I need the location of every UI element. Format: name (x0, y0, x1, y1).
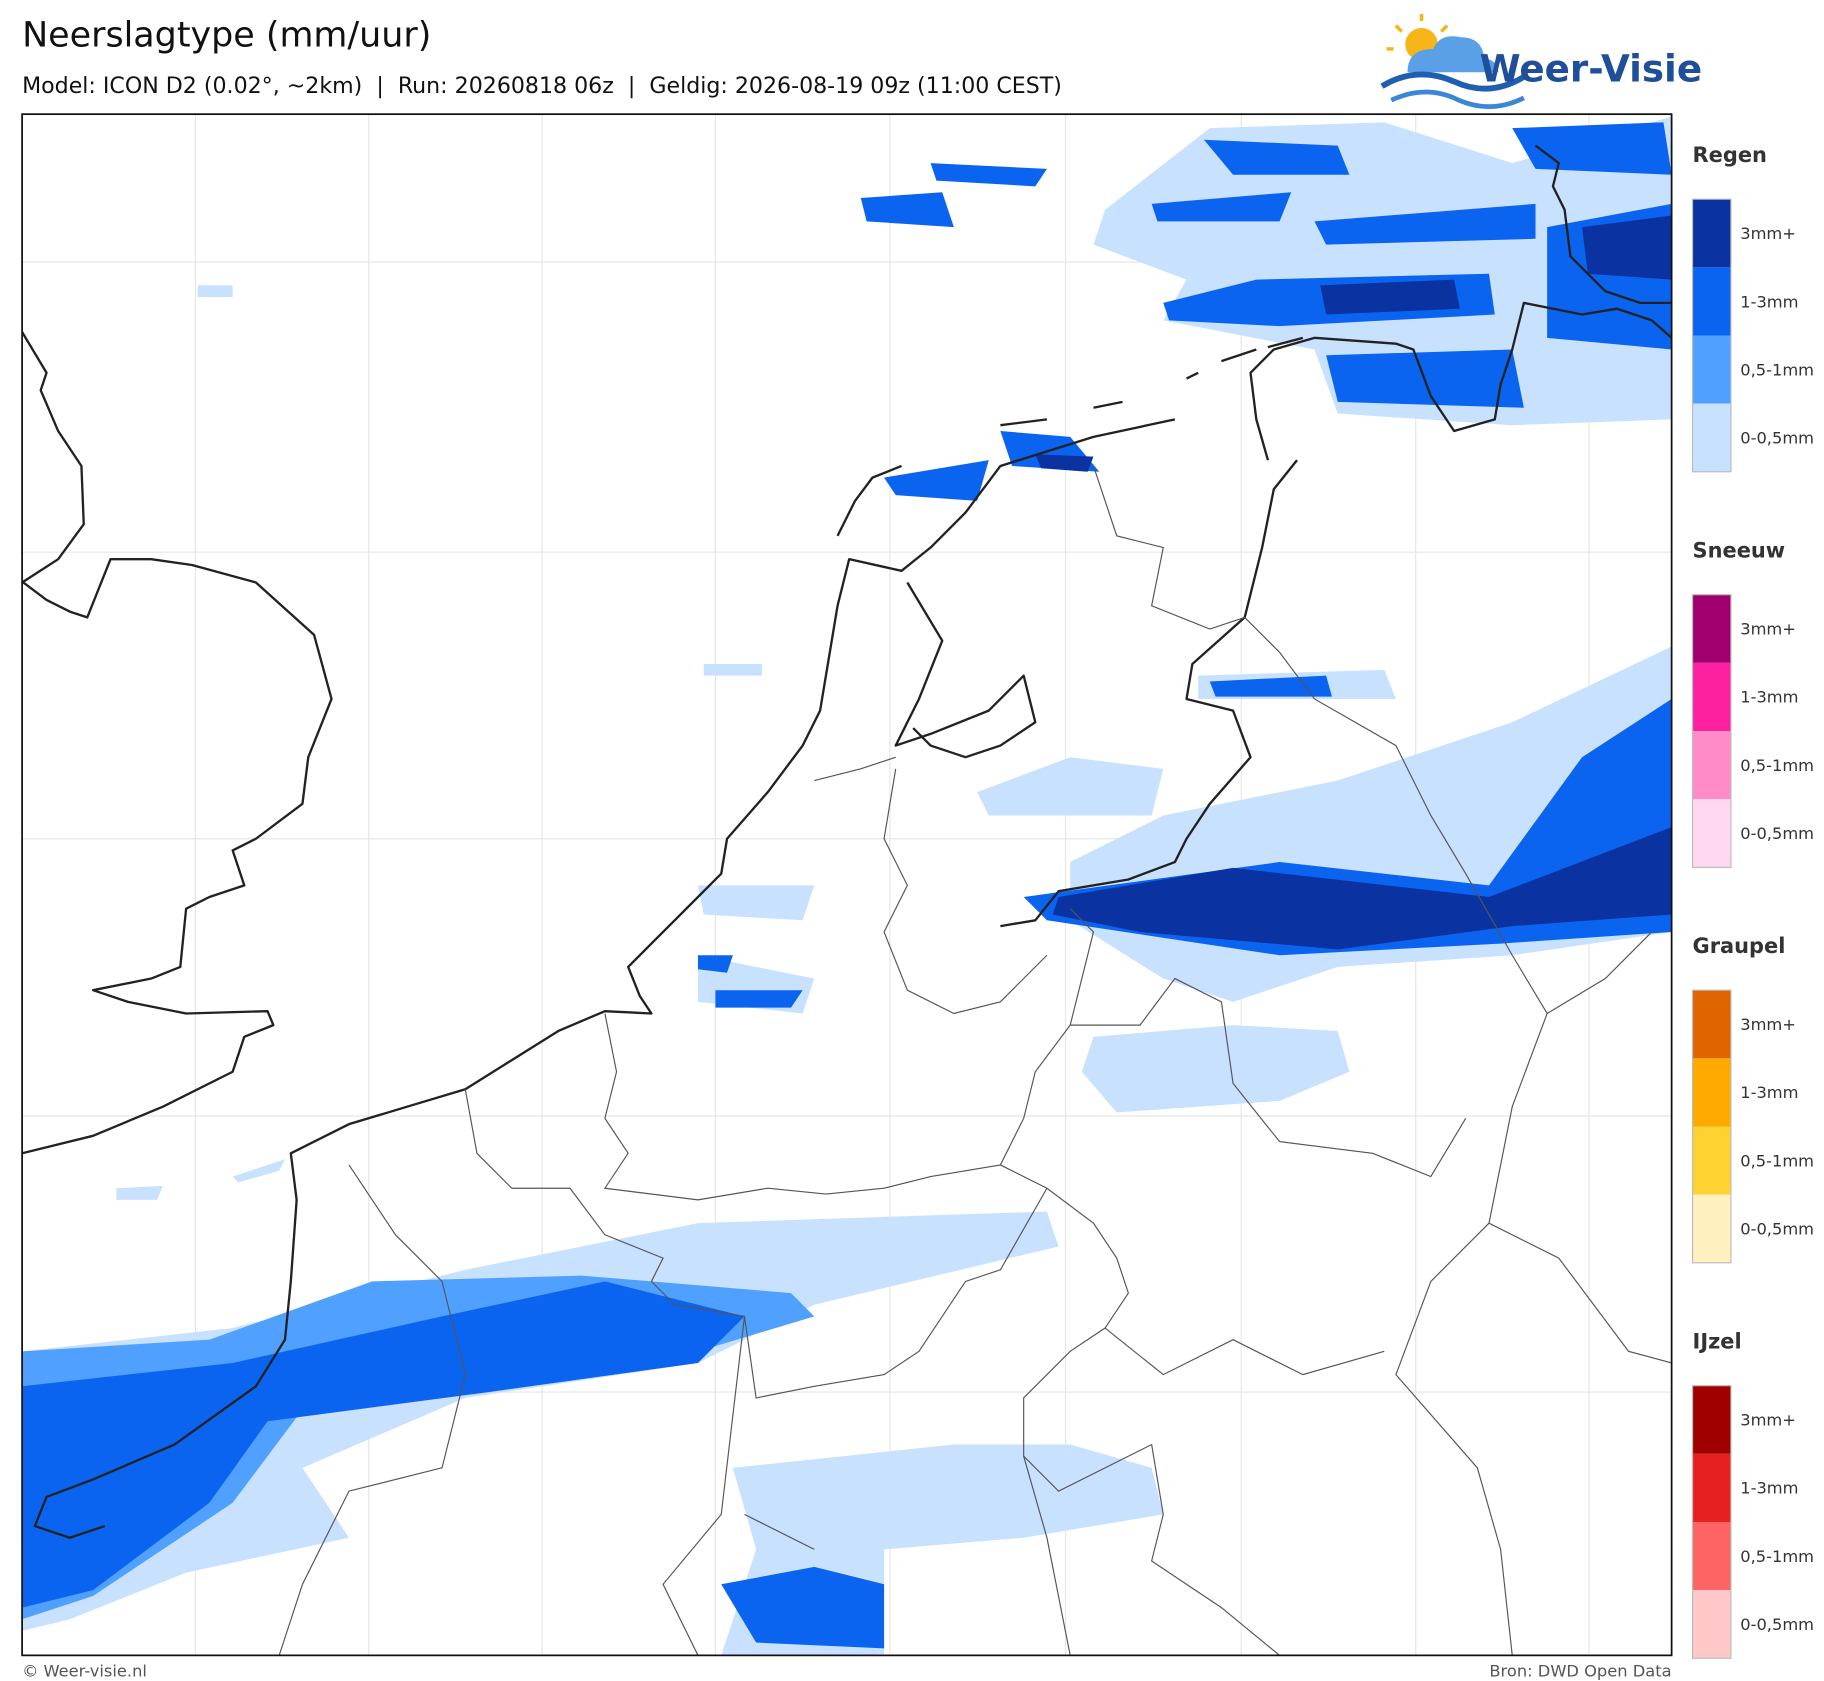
logo-text: Weer-Visie (1480, 47, 1702, 91)
borders (278, 465, 1672, 1656)
legend-label: 0-0,5mm (1740, 1615, 1814, 1634)
precipitation (22, 116, 1672, 1656)
footer-copyright: © Weer-visie.nl (22, 1661, 147, 1680)
legend-label: 3mm+ (1740, 1411, 1796, 1430)
legend: Regen 3mm+ 1-3mm 0,5-1mm 0-0,5mm Sneeuw 3mm+ 1-… (1691, 143, 1814, 1659)
legend-swatch (1692, 1453, 1731, 1522)
legend-swatch (1692, 267, 1731, 336)
legend-label: 3mm+ (1740, 1015, 1796, 1034)
legend-label: 3mm+ (1740, 620, 1796, 639)
legend-swatch (1692, 1058, 1731, 1127)
legend-swatch (1692, 1590, 1731, 1659)
legend-label: 0,5-1mm (1740, 1151, 1814, 1170)
legend-label: 0-0,5mm (1740, 824, 1814, 843)
legend-swatch (1692, 335, 1731, 404)
legend-label: 1-3mm (1740, 688, 1798, 707)
logo: Weer-Visie (1380, 13, 1702, 109)
legend-label: 0,5-1mm (1740, 756, 1814, 775)
legend-swatch (1692, 990, 1731, 1059)
legend-swatch (1692, 199, 1731, 268)
legend-swatch-frame (1691, 198, 1732, 473)
legend-section-title: IJzel (1693, 1329, 1742, 1353)
legend-label: 0,5-1mm (1740, 1547, 1814, 1566)
legend-label: 0-0,5mm (1740, 429, 1814, 448)
legend-label: 1-3mm (1740, 1479, 1798, 1498)
legend-swatch-frame (1691, 989, 1732, 1264)
legend-swatch (1692, 1385, 1731, 1454)
legend-section-title: Sneeuw (1693, 538, 1786, 562)
legend-swatch (1692, 1521, 1731, 1591)
legend-section-title: Graupel (1693, 934, 1786, 958)
legend-swatch (1692, 1126, 1731, 1195)
footer-source: Bron: DWD Open Data (1489, 1661, 1671, 1680)
legend-swatch (1692, 403, 1731, 472)
legend-label: 0-0,5mm (1740, 1220, 1814, 1239)
legend-swatch (1692, 594, 1731, 663)
map-title: Neerslagtype (mm/uur) (22, 16, 431, 56)
legend-label: 1-3mm (1740, 292, 1798, 311)
legend-swatch (1692, 1194, 1731, 1263)
legend-swatch-frame (1691, 594, 1732, 868)
map-frame (21, 113, 1673, 1657)
legend-label: 1-3mm (1740, 1083, 1798, 1102)
legend-swatch (1692, 730, 1731, 800)
coastlines (22, 144, 1672, 1539)
legend-swatch-frame (1691, 1385, 1732, 1659)
legend-swatch (1692, 662, 1731, 731)
legend-label: 3mm+ (1740, 224, 1796, 243)
legend-section-title: Regen (1693, 143, 1767, 167)
legend-label: 0,5-1mm (1740, 360, 1814, 379)
legend-swatch (1692, 799, 1731, 868)
map-subtitle: Model: ICON D2 (0.02°, ~2km) | Run: 2026… (22, 73, 1062, 99)
map (21, 113, 1673, 1657)
